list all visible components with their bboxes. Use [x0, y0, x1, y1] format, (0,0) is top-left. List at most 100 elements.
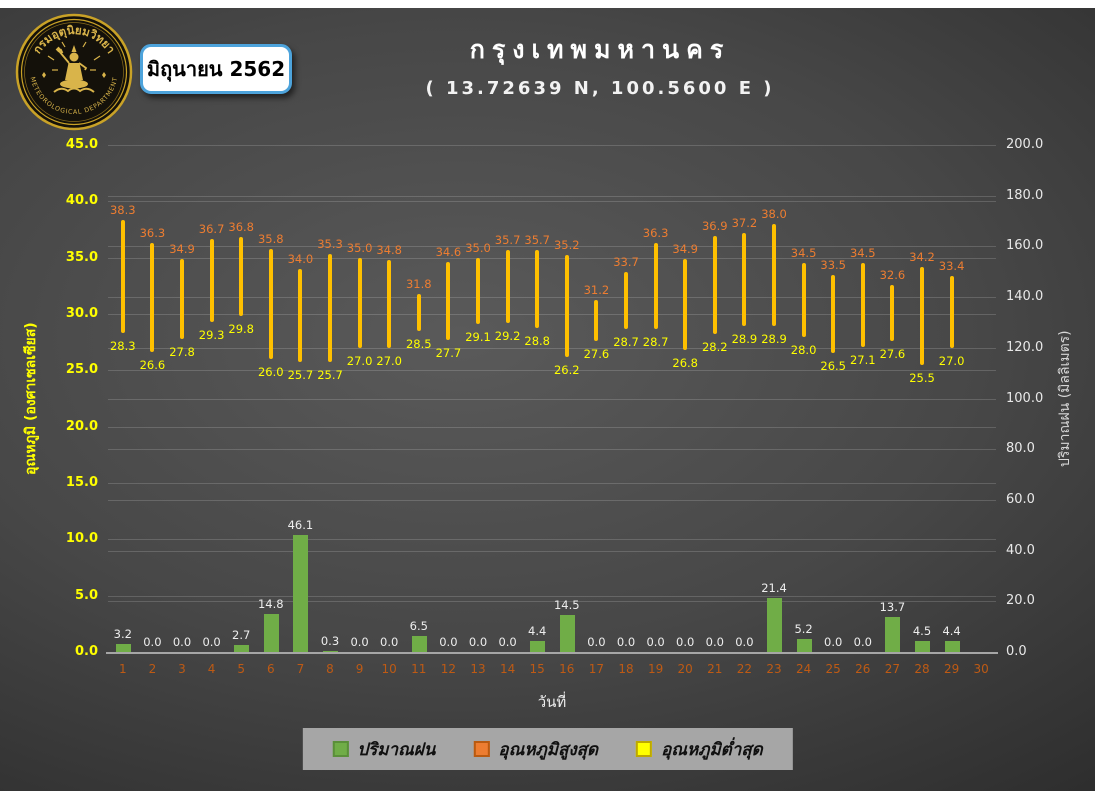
x-axis-tick-label: 7 — [296, 662, 305, 676]
rain-value-label: 0.0 — [202, 635, 221, 649]
rain-value-label: 0.0 — [350, 635, 369, 649]
gridline — [108, 500, 996, 501]
legend-label-min-temp: อุณหภูมิต่ำสุด — [661, 739, 763, 760]
rain-bar — [944, 641, 960, 652]
min-temp-value-label: 25.5 — [909, 370, 935, 385]
temp-range-bar — [624, 272, 628, 329]
max-temp-value-label: 36.3 — [642, 226, 669, 241]
x-axis-tick-label: 26 — [855, 662, 871, 676]
x-axis-tick-label: 5 — [237, 662, 245, 676]
rain-bar — [263, 614, 279, 652]
right-axis-tick-label: 20.0 — [1006, 593, 1035, 609]
max-temp-value-label: 35.8 — [257, 231, 284, 246]
x-axis-line — [106, 652, 998, 654]
gridline — [108, 196, 996, 197]
min-temp-value-label: 27.8 — [169, 344, 195, 359]
right-axis-tick-label: 200.0 — [1006, 137, 1044, 152]
right-axis-tick-label: 180.0 — [1006, 187, 1044, 203]
rain-value-label: 0.0 — [676, 635, 695, 649]
rain-value-label: 14.5 — [553, 598, 580, 612]
x-axis-tick-label: 25 — [825, 662, 841, 676]
left-axis-tick-label: 15.0 — [65, 475, 98, 490]
gridline — [108, 297, 996, 298]
rain-bar — [767, 598, 782, 652]
temp-range-bar — [120, 220, 125, 334]
min-temp-value-label: 27.0 — [376, 353, 402, 368]
gridline — [108, 449, 996, 450]
temp-range-bar — [564, 255, 569, 357]
temp-range-bar — [150, 243, 155, 353]
legend-item-min-temp: อุณหภูมิต่ำสุด — [636, 736, 763, 763]
min-temp-value-label: 27.0 — [938, 353, 965, 368]
rain-bar — [115, 644, 131, 652]
x-axis-tick-label: 28 — [914, 662, 930, 676]
max-temp-value-label: 31.2 — [583, 283, 610, 298]
station-title: กรุงเทพมหานคร — [469, 35, 731, 64]
min-temp-value-label: 27.0 — [346, 353, 373, 368]
temp-range-bar — [387, 259, 392, 348]
max-temp-value-label: 34.2 — [909, 249, 935, 264]
x-axis-tick-label: 8 — [326, 662, 334, 676]
min-temp-value-label: 28.5 — [405, 336, 432, 351]
gridline — [108, 258, 996, 259]
left-axis-tick-label: 40.0 — [65, 193, 98, 209]
min-temp-value-label: 26.8 — [672, 356, 698, 371]
rain-value-label: 0.0 — [587, 635, 606, 649]
legend-item-max-temp: อุณหภูมิสูงสุด — [473, 736, 598, 763]
left-axis-tick-label: 20.0 — [65, 418, 98, 434]
x-axis-tick-label: 22 — [736, 662, 753, 676]
rain-value-label: 5.2 — [794, 622, 813, 636]
temp-range-bar — [653, 243, 658, 329]
min-temp-value-label: 27.7 — [435, 345, 462, 360]
max-temp-value-label: 35.2 — [553, 238, 580, 253]
x-axis-tick-label: 19 — [647, 662, 664, 676]
meteorological-department-logo-icon: กรมอุตุนิยมวิทยา METEOROLOGICAL DEPARTME… — [15, 13, 133, 131]
max-temp-value-label: 34.8 — [376, 242, 402, 257]
min-temp-value-label: 25.7 — [317, 368, 343, 383]
gridline — [108, 551, 996, 552]
temp-range-bar — [860, 263, 865, 347]
max-temp-value-label: 31.8 — [405, 276, 432, 291]
x-axis-tick-label: 18 — [618, 662, 634, 676]
max-temp-value-label: 34.5 — [790, 246, 817, 261]
rain-bar — [559, 615, 575, 652]
right-axis-tick-label: 100.0 — [1006, 390, 1044, 406]
min-temp-value-label: 26.6 — [139, 358, 166, 373]
min-temp-value-label: 29.1 — [465, 330, 491, 345]
rain-bar — [323, 651, 338, 652]
max-temp-value-label: 35.3 — [317, 237, 343, 252]
max-temp-value-label: 34.6 — [435, 245, 462, 260]
rain-value-label: 0.0 — [439, 635, 458, 649]
x-axis-title: วันที่ — [537, 693, 567, 711]
gridline — [108, 145, 996, 146]
temp-range-bar — [683, 258, 688, 351]
rain-bar — [293, 535, 309, 652]
rain-bar — [885, 617, 901, 652]
min-temp-value-label: 27.1 — [849, 352, 876, 367]
right-axis-tick-label: 160.0 — [1006, 238, 1044, 254]
gridline — [108, 314, 996, 315]
legend-swatch-max-temp — [473, 741, 490, 757]
right-axis-tick-label: 120.0 — [1006, 339, 1044, 355]
max-temp-value-label: 34.0 — [287, 251, 314, 266]
rain-value-label: 6.5 — [409, 619, 428, 633]
min-temp-value-label: 28.7 — [613, 334, 639, 349]
x-axis-tick-label: 2 — [148, 662, 157, 676]
max-temp-value-label: 36.8 — [228, 220, 254, 235]
x-axis-tick-label: 17 — [588, 662, 605, 676]
temp-range-bar — [712, 236, 717, 335]
min-temp-value-label: 28.2 — [701, 340, 728, 355]
rain-value-label: 0.0 — [380, 635, 399, 649]
min-temp-value-label: 28.9 — [731, 332, 758, 347]
legend-swatch-min-temp — [636, 741, 653, 757]
max-temp-value-label: 35.7 — [494, 232, 521, 247]
temp-range-bar — [180, 258, 184, 339]
right-axis-tick-label: 40.0 — [1006, 542, 1035, 558]
max-temp-value-label: 35.0 — [465, 240, 491, 255]
right-axis-tick-label: 60.0 — [1006, 491, 1035, 507]
legend-item-rain: ปริมาณฝน — [332, 736, 435, 763]
max-temp-value-label: 34.9 — [672, 241, 698, 256]
temp-range-bar — [742, 232, 747, 327]
x-axis-tick-label: 23 — [766, 662, 782, 676]
min-temp-value-label: 28.0 — [790, 342, 817, 357]
